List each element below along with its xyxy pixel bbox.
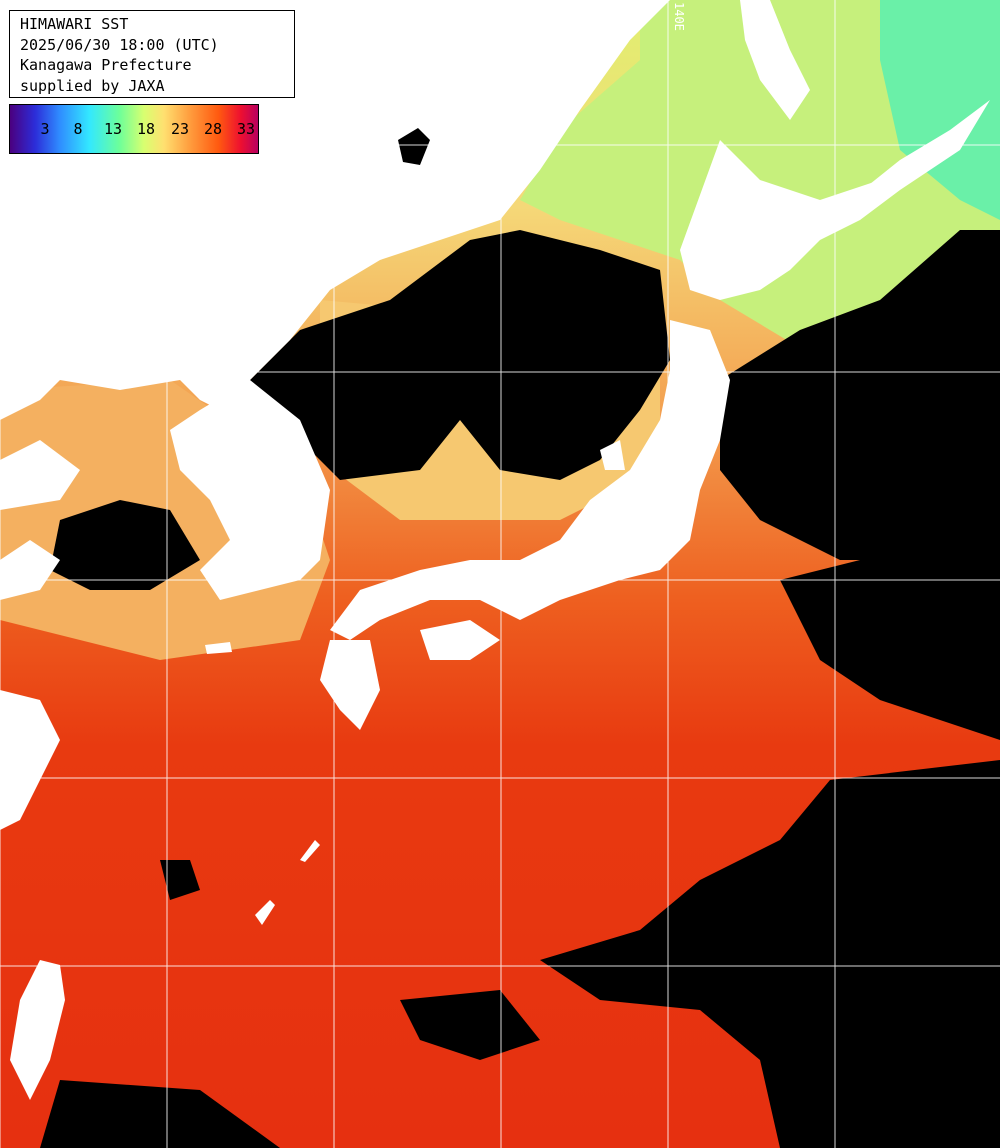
land-liaodong: [0, 440, 80, 510]
land-shikoku: [420, 620, 500, 660]
cloud-south-west: [40, 1080, 280, 1148]
land-sakhalin: [740, 0, 810, 120]
colorbar-tick: 8: [73, 120, 83, 138]
grid-label-140e: 140E: [672, 2, 686, 31]
land-ulleung-island-shape: [398, 128, 430, 165]
map-title: HIMAWARI SST: [20, 15, 129, 33]
colorbar-tick: 23: [170, 120, 190, 138]
colorbar-tick: 13: [103, 120, 123, 138]
map-title-box: HIMAWARI SST 2025/06/30 18:00 (UTC) Kana…: [9, 10, 295, 98]
cloud-south-small-2: [400, 990, 540, 1060]
cloud-yellow-sea: [50, 500, 200, 590]
cloud-japan-sea: [250, 230, 670, 480]
cloud-south-small-1: [160, 860, 200, 900]
cloud-pacific-southeast: [540, 760, 1000, 1148]
grid-label-30n: 30N: [14, 761, 36, 775]
map-timestamp: 2025/06/30 18:00 (UTC): [20, 35, 219, 54]
land-jeju-island: [205, 642, 232, 654]
temperature-colorbar: 3 8 13 18 23 28 33: [9, 104, 259, 154]
grid-label-40n: 40N: [14, 354, 36, 368]
land-shandong: [0, 540, 60, 600]
colorbar-tick: 18: [136, 120, 156, 138]
land-china-coast: [0, 690, 60, 830]
colorbar-tick: 28: [203, 120, 223, 138]
land-honshu: [330, 320, 730, 640]
land-taiwan: [10, 960, 65, 1100]
colorbar-tick: 33: [236, 120, 256, 138]
land-sado-island: [600, 440, 625, 470]
land-kyushu: [320, 640, 380, 730]
land-okinawa: [255, 900, 275, 925]
land-kuril: [850, 100, 990, 220]
colorbar-tick: 3: [40, 120, 50, 138]
cloud-pacific-northeast: [720, 230, 1000, 600]
map-credit: supplied by JAXA: [20, 76, 165, 95]
map-region: Kanagawa Prefecture: [20, 56, 192, 74]
land-hokkaido: [680, 140, 880, 300]
coldest-sea-pacific-northeast: [880, 0, 1000, 220]
land-amami: [300, 840, 320, 862]
land-korean-peninsula: [170, 380, 330, 600]
